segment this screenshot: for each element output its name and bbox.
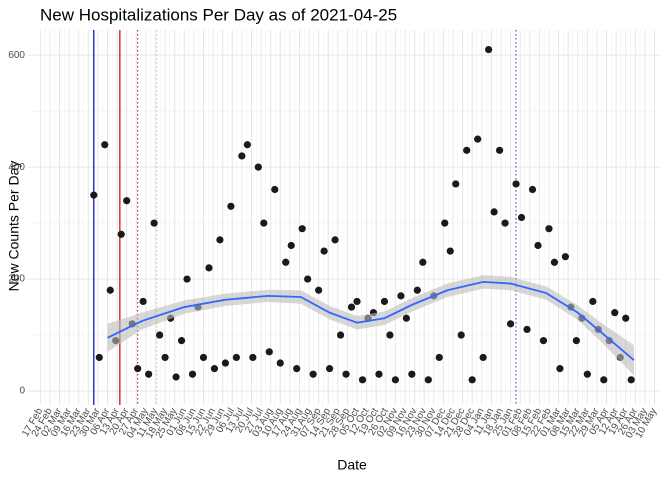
data-point — [589, 297, 597, 306]
data-point — [556, 365, 564, 373]
data-point — [216, 236, 224, 244]
data-point — [177, 337, 186, 345]
data-point — [326, 365, 334, 373]
data-point — [545, 225, 553, 233]
data-point — [457, 331, 465, 339]
data-point — [424, 376, 432, 384]
data-point — [446, 247, 454, 255]
y-axis-label: New Counts Per Day — [6, 161, 22, 292]
data-point — [210, 365, 219, 373]
data-point — [501, 219, 509, 227]
data-point — [468, 376, 476, 384]
data-point — [479, 353, 487, 362]
data-point — [358, 376, 367, 384]
data-point — [419, 258, 427, 266]
data-point — [347, 303, 356, 311]
chart-title: New Hospitalizations Per Day as of 2021-… — [40, 5, 397, 24]
data-point — [336, 331, 345, 339]
data-point — [506, 320, 515, 328]
data-point — [380, 297, 389, 306]
data-point — [353, 297, 361, 306]
data-point — [391, 376, 400, 384]
data-point — [150, 219, 158, 227]
y-tick-label: 400 — [8, 162, 25, 173]
data-point — [172, 373, 180, 381]
data-point — [539, 337, 548, 345]
data-point — [331, 236, 339, 244]
data-point — [260, 219, 268, 227]
data-point — [528, 185, 537, 194]
data-point — [265, 348, 273, 356]
data-point — [106, 286, 114, 294]
data-point — [315, 286, 323, 294]
data-point — [161, 353, 169, 362]
data-point — [145, 370, 153, 378]
smooth-line — [107, 280, 635, 361]
data-point — [512, 180, 520, 188]
data-point — [375, 370, 383, 378]
data-point — [408, 370, 416, 378]
data-point — [342, 370, 350, 378]
data-point — [238, 152, 246, 160]
y-tick-label: 600 — [8, 50, 25, 61]
confidence-band — [107, 275, 634, 376]
data-point — [205, 264, 213, 272]
data-point — [156, 331, 164, 339]
y-tick-label: 0 — [19, 386, 25, 397]
data-point — [101, 141, 109, 149]
data-point — [183, 275, 191, 283]
data-point — [517, 213, 526, 222]
y-tick-label: 200 — [8, 274, 25, 285]
data-point — [402, 314, 410, 322]
data-point — [534, 241, 542, 250]
data-point — [550, 258, 559, 266]
data-point — [221, 359, 230, 367]
data-point — [611, 309, 619, 317]
data-point — [463, 146, 471, 154]
data-point — [485, 45, 493, 54]
data-point — [293, 365, 301, 373]
data-point — [134, 365, 142, 373]
data-point — [282, 258, 290, 266]
data-point — [622, 314, 630, 322]
data-point — [243, 141, 251, 149]
data-point — [227, 202, 235, 210]
data-point — [287, 241, 295, 250]
data-point — [298, 225, 306, 233]
data-point — [320, 247, 328, 255]
data-point — [523, 325, 531, 334]
data-point — [561, 253, 570, 261]
data-point — [435, 353, 443, 362]
data-point — [496, 146, 504, 154]
data-point — [386, 331, 394, 339]
data-point — [276, 359, 284, 367]
data-point — [117, 230, 125, 238]
data-point — [232, 353, 240, 362]
data-point — [474, 135, 482, 143]
data-point — [304, 275, 312, 283]
x-axis-label: Date — [337, 457, 367, 473]
data-point — [90, 191, 98, 199]
data-point — [123, 197, 131, 205]
data-point — [413, 286, 421, 294]
data-point — [600, 376, 608, 384]
data-point — [397, 292, 405, 300]
data-point — [249, 353, 257, 362]
data-point — [254, 163, 262, 171]
data-point — [627, 376, 635, 384]
data-point — [490, 208, 498, 216]
data-point — [199, 353, 208, 362]
data-point — [95, 353, 103, 362]
data-point — [441, 219, 449, 227]
data-point — [271, 185, 279, 194]
data-point — [309, 370, 317, 378]
data-point — [572, 337, 580, 345]
data-point — [583, 370, 591, 378]
data-point — [452, 180, 460, 188]
data-point — [139, 297, 147, 306]
data-point — [188, 370, 197, 378]
